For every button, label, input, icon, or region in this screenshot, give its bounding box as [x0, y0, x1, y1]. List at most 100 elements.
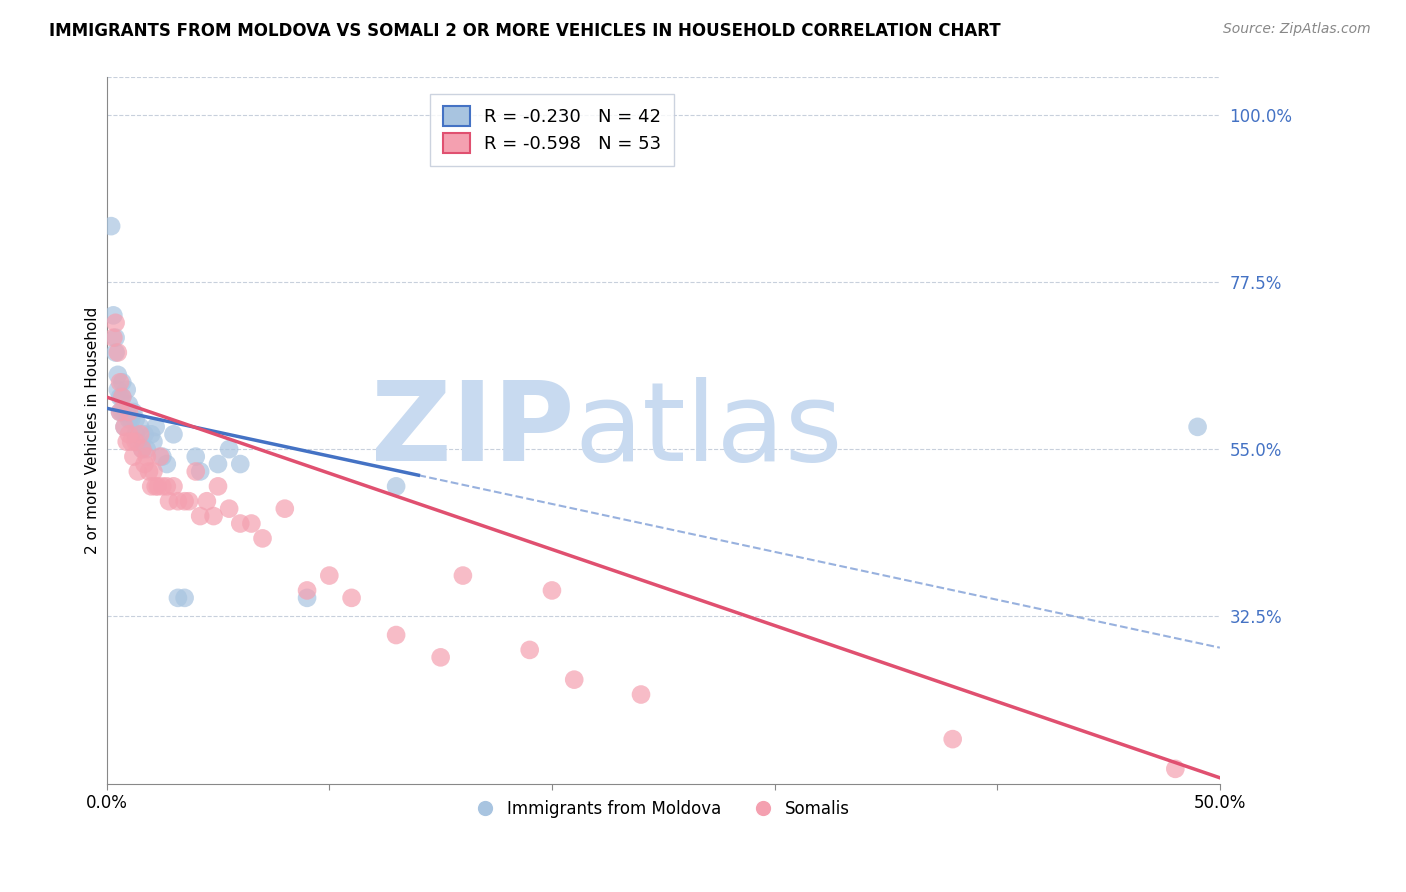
Point — [429, 650, 451, 665]
Point — [129, 420, 152, 434]
Point — [942, 732, 965, 747]
Point — [129, 427, 152, 442]
Point — [108, 405, 131, 419]
Point — [115, 434, 138, 449]
Point — [124, 434, 146, 449]
Point — [114, 420, 136, 434]
Point — [630, 688, 652, 702]
Point — [295, 583, 318, 598]
Point — [162, 479, 184, 493]
Point — [118, 405, 141, 419]
Point — [107, 368, 129, 382]
Point — [142, 434, 165, 449]
Point — [207, 457, 229, 471]
Point — [111, 390, 134, 404]
Point — [141, 479, 163, 493]
Point — [115, 405, 138, 419]
Point — [150, 479, 173, 493]
Point — [134, 427, 156, 442]
Point — [385, 628, 408, 642]
Point — [111, 390, 134, 404]
Point — [156, 479, 179, 493]
Point — [451, 568, 474, 582]
Point — [131, 442, 153, 457]
Point — [167, 494, 190, 508]
Text: ZIP: ZIP — [371, 377, 574, 484]
Point — [184, 450, 207, 464]
Point — [218, 501, 240, 516]
Point — [108, 376, 131, 390]
Point — [141, 427, 163, 442]
Text: IMMIGRANTS FROM MOLDOVA VS SOMALI 2 OR MORE VEHICLES IN HOUSEHOLD CORRELATION CH: IMMIGRANTS FROM MOLDOVA VS SOMALI 2 OR M… — [49, 22, 1001, 40]
Point — [173, 494, 195, 508]
Point — [122, 405, 145, 419]
Point — [120, 434, 142, 449]
Point — [1164, 762, 1187, 776]
Point — [240, 516, 263, 531]
Point — [107, 383, 129, 397]
Point — [218, 442, 240, 457]
Point — [149, 450, 172, 464]
Point — [519, 643, 541, 657]
Point — [103, 309, 125, 323]
Point — [340, 591, 363, 605]
Point — [131, 442, 153, 457]
Point — [177, 494, 200, 508]
Text: atlas: atlas — [574, 377, 842, 484]
Point — [118, 398, 141, 412]
Point — [138, 465, 160, 479]
Point — [115, 383, 138, 397]
Point — [207, 479, 229, 493]
Point — [145, 479, 167, 493]
Point — [157, 494, 180, 508]
Point — [114, 405, 136, 419]
Point — [142, 465, 165, 479]
Point — [120, 412, 142, 426]
Point — [127, 465, 149, 479]
Point — [104, 331, 127, 345]
Y-axis label: 2 or more Vehicles in Household: 2 or more Vehicles in Household — [86, 307, 100, 554]
Point — [173, 591, 195, 605]
Point — [188, 509, 211, 524]
Point — [146, 479, 169, 493]
Point — [229, 457, 252, 471]
Point — [100, 219, 122, 234]
Point — [385, 479, 408, 493]
Text: Source: ZipAtlas.com: Source: ZipAtlas.com — [1223, 22, 1371, 37]
Point — [104, 345, 127, 359]
Point — [124, 412, 146, 426]
Point — [134, 457, 156, 471]
Point — [184, 465, 207, 479]
Point — [135, 450, 157, 464]
Point — [541, 583, 564, 598]
Point — [114, 420, 136, 434]
Point — [107, 345, 129, 359]
Point — [124, 427, 146, 442]
Point — [274, 501, 297, 516]
Legend: Immigrants from Moldova, Somalis: Immigrants from Moldova, Somalis — [471, 794, 856, 825]
Point — [104, 316, 127, 330]
Point — [295, 591, 318, 605]
Point — [118, 412, 141, 426]
Point — [195, 494, 218, 508]
Point — [162, 427, 184, 442]
Point — [167, 591, 190, 605]
Point — [562, 673, 585, 687]
Point — [111, 405, 134, 419]
Point — [118, 427, 141, 442]
Point — [103, 331, 125, 345]
Point — [122, 450, 145, 464]
Point — [156, 457, 179, 471]
Point — [229, 516, 252, 531]
Point — [252, 532, 274, 546]
Point — [108, 390, 131, 404]
Point — [127, 434, 149, 449]
Point — [188, 465, 211, 479]
Point — [202, 509, 225, 524]
Point — [150, 450, 173, 464]
Point — [135, 442, 157, 457]
Point — [145, 420, 167, 434]
Point — [318, 568, 340, 582]
Point — [1187, 420, 1209, 434]
Point — [111, 376, 134, 390]
